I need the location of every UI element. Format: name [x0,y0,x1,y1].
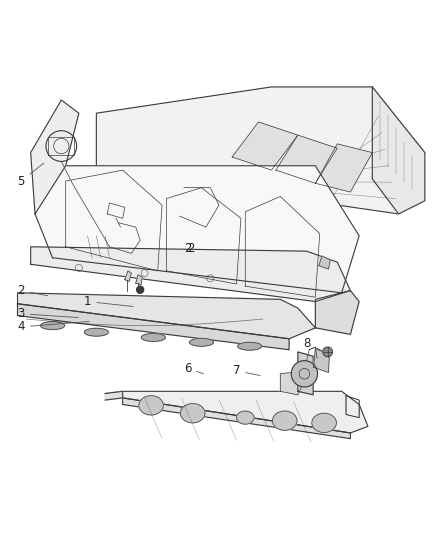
Ellipse shape [190,338,214,346]
Polygon shape [105,391,368,433]
Circle shape [137,286,144,293]
Ellipse shape [237,411,254,424]
Polygon shape [280,372,304,395]
Text: 3: 3 [18,308,78,320]
Circle shape [323,347,332,357]
Polygon shape [31,100,79,214]
Polygon shape [315,290,359,334]
Polygon shape [105,391,123,400]
Polygon shape [232,122,298,170]
Ellipse shape [180,403,205,423]
Polygon shape [314,349,329,373]
Ellipse shape [141,334,165,342]
Text: 2: 2 [187,243,194,255]
Ellipse shape [272,411,297,430]
Ellipse shape [237,342,261,350]
Polygon shape [31,247,350,302]
Text: 2: 2 [184,243,192,255]
Text: 2: 2 [17,284,48,297]
Polygon shape [315,144,372,192]
Polygon shape [96,87,425,214]
Text: 6: 6 [184,361,203,375]
Text: 8: 8 [303,337,321,351]
Polygon shape [372,87,425,214]
Polygon shape [319,256,330,269]
Polygon shape [136,275,142,285]
Polygon shape [125,271,131,281]
Text: 5: 5 [18,163,44,188]
Polygon shape [298,352,313,395]
Circle shape [291,361,318,387]
Ellipse shape [139,395,163,415]
Text: 1: 1 [84,295,133,308]
Text: 4: 4 [17,320,89,334]
Polygon shape [276,135,337,183]
Ellipse shape [84,328,109,336]
Polygon shape [18,293,315,339]
Polygon shape [123,398,350,439]
Ellipse shape [40,322,64,329]
Ellipse shape [312,413,336,432]
Text: 7: 7 [233,364,260,377]
Polygon shape [35,166,359,293]
Polygon shape [18,304,289,350]
